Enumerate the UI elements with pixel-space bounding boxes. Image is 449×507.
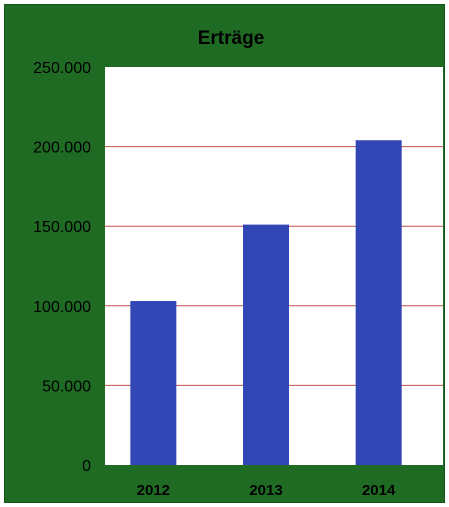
x-tick-label: 2014 bbox=[362, 482, 396, 499]
chart-frame: 0 50.000 100.000 150.000 200.000 250.000 2012… bbox=[4, 4, 445, 503]
y-tick-label: 200.000 bbox=[33, 140, 91, 157]
y-tick-label: 250.000 bbox=[33, 60, 91, 77]
y-axis-ticks: 0 50.000 100.000 150.000 200.000 250.000 bbox=[33, 60, 91, 475]
bar-2012 bbox=[130, 301, 177, 465]
x-tick-label: 2013 bbox=[249, 482, 282, 499]
bar-2014 bbox=[355, 140, 402, 465]
bars bbox=[130, 140, 402, 465]
x-axis-ticks: 2012 2013 2014 bbox=[137, 482, 396, 499]
bar-2013 bbox=[243, 224, 289, 465]
y-tick-label: 100.000 bbox=[33, 299, 91, 316]
x-tick-label: 2012 bbox=[137, 482, 170, 499]
y-tick-label: 50.000 bbox=[42, 378, 91, 395]
chart-title: Erträge bbox=[198, 28, 265, 49]
bar-chart: 0 50.000 100.000 150.000 200.000 250.000 2012… bbox=[33, 28, 443, 499]
y-tick-label: 0 bbox=[82, 458, 91, 475]
y-tick-label: 150.000 bbox=[33, 219, 91, 236]
